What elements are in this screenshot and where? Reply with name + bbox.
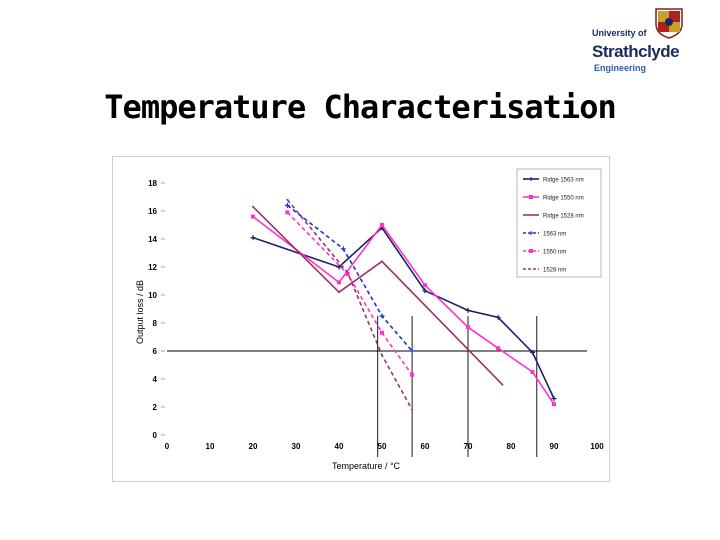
legend-label: Ridge 1528 nm <box>543 214 584 220</box>
data-point <box>345 272 350 276</box>
y-tick-label: 12 <box>148 263 157 272</box>
series-line <box>252 226 555 399</box>
data-point <box>346 271 349 274</box>
crest-icon <box>655 8 683 39</box>
data-point <box>465 307 471 313</box>
y-axis-label: Output loss / dB <box>135 280 145 344</box>
data-point <box>251 214 255 219</box>
legend-label: Ridge 1550 nm <box>543 196 584 202</box>
series-line <box>252 206 503 386</box>
data-point <box>552 402 556 407</box>
data-point <box>530 349 535 355</box>
data-point <box>551 396 557 402</box>
x-tick-label: 40 <box>335 442 344 451</box>
chart-annotations <box>167 316 587 457</box>
y-tick-label: 4 <box>153 375 158 384</box>
legend-label: 1563 nm <box>543 232 566 238</box>
data-point <box>422 288 428 294</box>
x-tick-label: 30 <box>292 442 301 451</box>
y-tick-label: 16 <box>148 207 157 216</box>
data-point <box>530 370 535 374</box>
y-tick-label: 10 <box>148 291 157 300</box>
temperature-chart: 0 2 4 6 8 10 12 14 16 18 0 10 20 30 40 50 60 70 80 90 100 Ri… <box>112 156 610 482</box>
logo-line-1: University of <box>592 28 647 38</box>
x-tick-label: 80 <box>507 442 516 451</box>
legend-marker <box>529 249 533 253</box>
data-point <box>501 383 504 386</box>
x-tick-label: 50 <box>378 442 387 451</box>
data-point <box>410 372 415 377</box>
legend-label: 1528 nm <box>543 268 566 274</box>
x-tick-label: 0 <box>165 442 170 451</box>
y-tick-label: 18 <box>148 179 157 188</box>
legend-label: 1550 nm <box>543 250 566 256</box>
x-tick-label: 60 <box>421 442 430 451</box>
y-tick-label: 14 <box>148 235 157 244</box>
series-line <box>286 199 413 411</box>
logo-line-3: Engineering <box>594 63 647 73</box>
slide-title: Temperature Characterisation <box>104 88 616 126</box>
x-tick-label: 10 <box>206 442 215 451</box>
data-point <box>338 291 340 294</box>
y-tick-label: 6 <box>153 347 158 356</box>
legend-marker <box>529 195 533 199</box>
data-point <box>411 408 414 411</box>
y-tick-label: 8 <box>153 319 158 328</box>
data-point <box>337 280 341 285</box>
data-point <box>340 246 346 252</box>
legend-marker <box>529 177 533 181</box>
series-line <box>252 215 555 405</box>
y-tick-label: 2 <box>153 403 158 412</box>
x-tick-label: 20 <box>249 442 258 451</box>
data-point <box>250 235 256 241</box>
x-axis-label: Temperature / °C <box>332 461 401 471</box>
data-point <box>379 313 385 319</box>
data-point <box>285 210 290 215</box>
data-point <box>286 198 289 201</box>
chart-legend: Ridge 1563 nm Ridge 1550 nm Ridge 1528 nm 1… <box>516 168 602 278</box>
data-point <box>409 348 415 354</box>
data-point <box>380 223 384 227</box>
data-point <box>381 260 383 263</box>
series-line <box>286 211 413 376</box>
x-tick-label: 100 <box>590 442 604 451</box>
x-tick-label: 90 <box>550 442 559 451</box>
data-point <box>381 354 383 357</box>
series-line <box>286 204 413 352</box>
data-point <box>380 330 384 335</box>
data-point <box>496 346 501 351</box>
chart-series <box>250 198 557 411</box>
data-point <box>495 314 501 320</box>
data-point <box>252 205 254 208</box>
data-point <box>466 325 470 330</box>
university-logo: University of Strathclyde Engineering <box>592 6 702 76</box>
data-point <box>284 202 290 208</box>
legend-label: Ridge 1563 nm <box>543 178 584 184</box>
legend-marker <box>529 231 533 235</box>
logo-line-2: Strathclyde <box>592 42 680 61</box>
data-point <box>423 283 427 288</box>
y-tick-label: 0 <box>153 431 158 440</box>
legend-box <box>516 168 602 278</box>
